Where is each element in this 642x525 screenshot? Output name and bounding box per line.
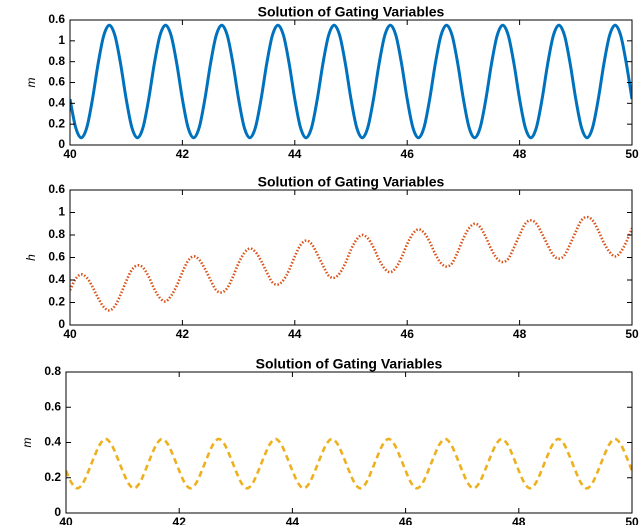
y-tick-label: 0 <box>58 317 65 331</box>
plot-area <box>66 372 632 513</box>
x-tick-label: 40 <box>63 327 77 341</box>
data-line <box>66 437 632 490</box>
y-tick-label: 0.2 <box>48 116 65 130</box>
x-tick-label: 40 <box>63 147 77 161</box>
plot-lines <box>66 437 632 490</box>
x-tick-label: 50 <box>625 147 639 161</box>
y-tick-label: 0.6 <box>48 182 65 196</box>
y-axis-label: m <box>20 438 34 448</box>
x-tick-label: 42 <box>176 147 190 161</box>
chart-title: Solution of Gating Variables <box>258 174 445 190</box>
x-tick-label: 50 <box>625 515 639 525</box>
subplot: 40 42 44 46 48 50 0 0.2 0.4 0.6 0.8 1 0.6 Solution of… <box>24 4 639 161</box>
y-tick-label: 1 <box>58 205 65 219</box>
y-tick-label: 0.6 <box>48 12 65 26</box>
y-tick-label: 0.4 <box>48 272 65 286</box>
subplot: 40 42 44 46 48 50 0 0.2 0.4 0.6 0.8 1 0.6 Solution of… <box>24 174 639 341</box>
chart-title: Solution of Gating Variables <box>256 356 443 372</box>
x-tick-label: 44 <box>288 327 302 341</box>
x-tick-label: 46 <box>401 327 415 341</box>
x-tick-label: 42 <box>176 327 190 341</box>
y-tick-label: 0.8 <box>48 227 65 241</box>
x-tick-label: 46 <box>399 515 413 525</box>
x-tick-label: 48 <box>513 327 527 341</box>
y-tick-label: 0 <box>58 137 65 151</box>
y-tick-label: 0.2 <box>48 295 65 309</box>
data-line <box>70 215 632 312</box>
y-tick-label: 0.4 <box>44 435 61 449</box>
y-tick-label: 0.4 <box>48 96 65 110</box>
chart-title: Solution of Gating Variables <box>258 4 445 20</box>
data-line <box>70 23 632 140</box>
plot-lines <box>70 215 632 312</box>
y-tick-label: 0.8 <box>48 54 65 68</box>
y-axis-label: h <box>24 254 38 261</box>
y-tick-label: 0.2 <box>44 470 61 484</box>
x-tick-label: 44 <box>288 147 302 161</box>
y-tick-label: 1 <box>58 33 65 47</box>
subplot: 40 42 44 46 48 50 0 0.2 0.4 0.6 0.8 Solution of Gat… <box>20 356 639 525</box>
x-tick-label: 46 <box>401 147 415 161</box>
y-axis-label: m <box>24 78 38 88</box>
y-tick-label: 0.6 <box>44 399 61 413</box>
plot-area <box>70 20 632 145</box>
plot-area <box>70 190 632 325</box>
x-tick-label: 40 <box>59 515 73 525</box>
y-tick-label: 0.8 <box>44 364 61 378</box>
y-tick-label: 0.6 <box>48 250 65 264</box>
x-tick-label: 42 <box>173 515 187 525</box>
x-tick-label: 48 <box>513 147 527 161</box>
x-tick-label: 48 <box>512 515 526 525</box>
y-tick-label: 0.6 <box>48 75 65 89</box>
plot-lines <box>70 23 632 140</box>
y-tick-label: 0 <box>54 505 61 519</box>
x-tick-label: 44 <box>286 515 300 525</box>
x-tick-label: 50 <box>625 327 639 341</box>
